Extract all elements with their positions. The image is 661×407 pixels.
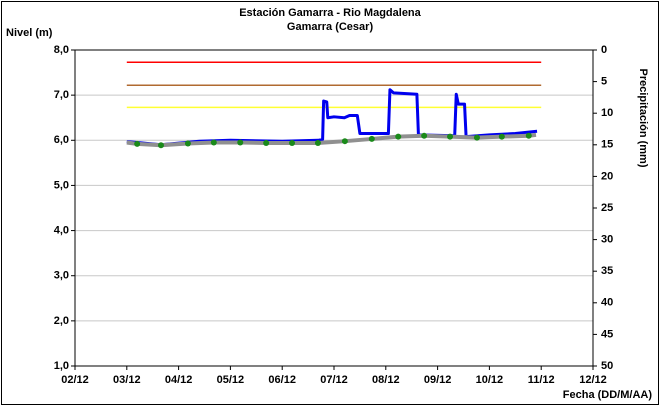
x-tick-label: 06/12: [268, 374, 296, 386]
x-tick-label: 03/12: [113, 374, 141, 386]
x-tick-label: 10/12: [476, 374, 504, 386]
y2-tick-label: 35: [601, 265, 613, 277]
data-point: [368, 135, 375, 142]
y2-tick-label: 0: [601, 44, 607, 56]
plot-area: [75, 50, 593, 366]
x-tick-label: 04/12: [165, 374, 193, 386]
x-tick-label: 05/12: [217, 374, 245, 386]
y-tick-label: 4,0: [54, 224, 69, 236]
y2-tick-label: 50: [601, 360, 613, 372]
y-tick-label: 8,0: [54, 44, 69, 56]
data-point: [395, 133, 402, 140]
x-tick-label: 02/12: [61, 374, 89, 386]
y2-axis-label: Precipitación (mm): [637, 68, 649, 167]
y2-tick-label: 20: [601, 170, 613, 182]
data-point: [498, 133, 505, 140]
x-tick-label: 12/12: [579, 374, 607, 386]
y-tick-label: 1,0: [54, 360, 69, 372]
plot-border: [74, 49, 594, 367]
x-tick-label: 08/12: [372, 374, 400, 386]
x-tick-label: 09/12: [424, 374, 452, 386]
data-point: [341, 138, 348, 145]
data-point: [157, 142, 164, 149]
y-tick-label: 3,0: [54, 270, 69, 282]
y2-tick-label: 30: [601, 234, 613, 246]
chart-title: Estación Gamarra - Rio Magdalena: [239, 7, 421, 19]
y-tick-label: 7,0: [54, 89, 69, 101]
y-tick-label: 2,0: [54, 315, 69, 327]
data-point: [525, 132, 532, 139]
y-tick-label: 6,0: [54, 134, 69, 146]
data-point: [263, 139, 270, 146]
y2-tick-label: 5: [601, 76, 607, 88]
x-tick-label: 07/12: [320, 374, 348, 386]
data-point: [314, 139, 321, 146]
x-tick-label: 11/12: [528, 374, 555, 386]
data-point: [237, 139, 244, 146]
data-point: [447, 133, 454, 140]
y-axis-label: Nivel (m): [6, 27, 53, 39]
data-point: [421, 132, 428, 139]
y2-tick-label: 25: [601, 202, 613, 214]
chart-subtitle: Gamarra (Cesar): [287, 21, 374, 33]
y2-tick-label: 40: [601, 297, 613, 309]
y2-tick-label: 10: [601, 107, 613, 119]
y2-tick-label: 45: [601, 328, 613, 340]
data-point: [134, 140, 141, 147]
data-point: [289, 139, 296, 146]
x-axis-label: Fecha (DD/M/AA): [563, 389, 653, 401]
y-tick-label: 5,0: [54, 179, 69, 191]
data-point: [210, 139, 217, 146]
data-point: [473, 134, 480, 141]
y2-tick-label: 15: [601, 139, 613, 151]
series-line: [126, 132, 537, 148]
data-point: [184, 140, 191, 147]
